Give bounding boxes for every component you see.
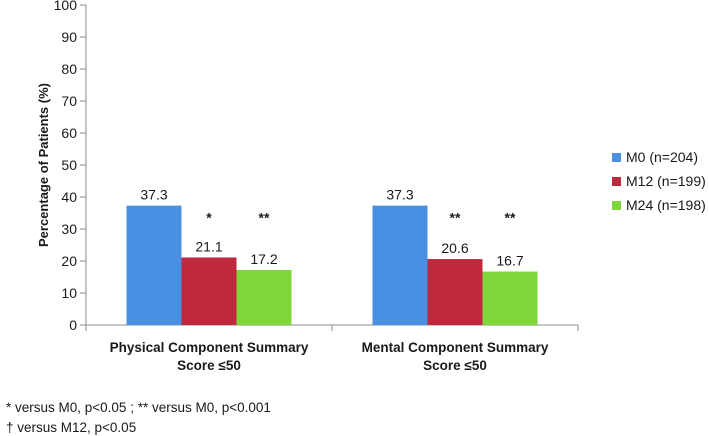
significance-mark: ** (450, 210, 461, 226)
y-tick-label: 30 (61, 221, 77, 237)
bar-2-1 (181, 257, 237, 325)
data-label: 17.2 (250, 251, 277, 267)
bar-2-2 (427, 259, 483, 325)
y-tick-label: 100 (54, 0, 78, 13)
data-label: 21.1 (195, 238, 222, 254)
significance-mark: ** (259, 210, 270, 226)
footnote-dagger: † versus M12, p<0.05 (6, 420, 137, 435)
bar-1-1 (126, 205, 182, 325)
category-label: Mental Component Summary (362, 340, 549, 355)
significance-mark: ** (505, 210, 516, 226)
footnote-significance: * versus M0, p<0.05 ; ** versus M0, p<0.… (6, 400, 271, 415)
legend-label-2: M12 (n=199) (626, 173, 706, 189)
bar-3-1 (236, 269, 292, 325)
category-label: Score ≤50 (423, 358, 487, 373)
legend-swatch-2 (612, 177, 621, 186)
y-tick-label: 40 (61, 189, 77, 205)
legend-swatch-1 (612, 153, 621, 162)
y-tick-label: 90 (61, 29, 77, 45)
legend-swatch-3 (612, 201, 621, 210)
legend-label-3: M24 (n=198) (626, 197, 706, 213)
category-label: Score ≤50 (177, 358, 241, 373)
bar-3-2 (482, 271, 538, 325)
y-tick-label: 80 (61, 61, 77, 77)
y-tick-label: 70 (61, 93, 77, 109)
data-label: 37.3 (140, 187, 167, 203)
y-tick-label: 10 (61, 285, 77, 301)
y-axis-title: Percentage of Patients (%) (36, 83, 51, 247)
y-tick-label: 60 (61, 125, 77, 141)
y-tick-label: 50 (61, 157, 77, 173)
data-label: 37.3 (386, 187, 413, 203)
y-tick-label: 0 (69, 317, 77, 333)
legend-label-1: M0 (n=204) (626, 149, 698, 165)
y-tick-label: 20 (61, 253, 77, 269)
data-label: 20.6 (441, 240, 468, 256)
bar-1-2 (372, 205, 428, 325)
category-label: Physical Component Summary (110, 340, 309, 355)
significance-mark: * (206, 210, 212, 226)
data-label: 16.7 (496, 253, 523, 269)
